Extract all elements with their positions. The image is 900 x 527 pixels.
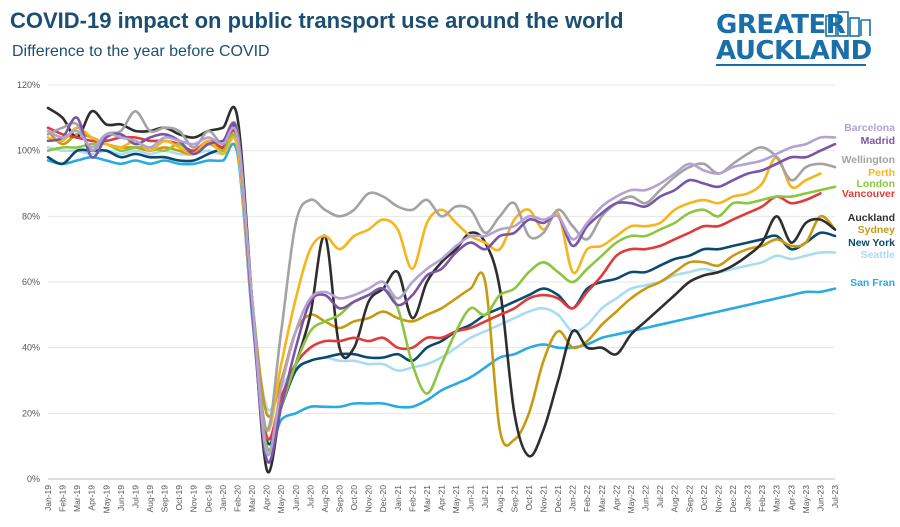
x-tick-label: Sep-22 xyxy=(684,485,694,513)
series-line-london xyxy=(46,132,837,451)
series-line-seattle xyxy=(46,136,837,412)
logo-underline xyxy=(716,64,866,66)
x-tick-label: Nov-22 xyxy=(713,485,723,513)
y-tick-label: 0% xyxy=(27,474,40,484)
x-tick-label: Jul-21 xyxy=(480,485,490,508)
x-tick-label: Feb-20 xyxy=(232,485,242,512)
greater-auckland-logo: GREATER AUCKLAND xyxy=(710,8,880,68)
x-tick-label: Aug-20 xyxy=(320,485,330,513)
x-tick-label: Nov-19 xyxy=(189,485,199,513)
series-line-wellington xyxy=(46,110,837,432)
x-tick-label: Sep-21 xyxy=(509,485,519,513)
x-tick-label: Apr-23 xyxy=(786,485,796,511)
x-tick-label: May-23 xyxy=(801,485,811,514)
legend-label-london: London xyxy=(857,178,895,190)
x-tick-label: Mar-20 xyxy=(247,485,257,512)
x-tick-label: Dec-20 xyxy=(378,485,388,513)
y-tick-label: 60% xyxy=(22,277,40,287)
x-tick-label: Sep-20 xyxy=(334,485,344,513)
series-line-madrid xyxy=(46,116,837,464)
logo-line2: AUCKLAND xyxy=(716,36,872,66)
y-tick-label: 100% xyxy=(17,146,40,156)
x-tick-label: Mar-21 xyxy=(422,485,432,512)
x-tick-label: Jul-20 xyxy=(305,485,315,508)
x-tick-label: Feb-23 xyxy=(757,485,767,512)
x-tick-label: Dec-19 xyxy=(203,485,213,513)
x-tick-label: Jun-23 xyxy=(815,485,825,511)
x-tick-label: Jun-20 xyxy=(291,485,301,511)
x-tick-label: Jul-22 xyxy=(655,485,665,508)
y-tick-label: 20% xyxy=(22,408,40,418)
legend-label-perth: Perth xyxy=(868,167,895,179)
x-tick-label: Mar-22 xyxy=(597,485,607,512)
x-tick-label: Jun-21 xyxy=(466,485,476,511)
city-skyline-icon xyxy=(825,11,871,37)
x-tick-label: Sep-19 xyxy=(160,485,170,513)
legend-label-vancouver: Vancouver xyxy=(842,188,895,200)
x-tick-label: Dec-21 xyxy=(553,485,563,513)
chart-subtitle: Difference to the year before COVID xyxy=(12,43,270,60)
x-tick-label: Apr-21 xyxy=(437,485,447,511)
x-tick-label: Oct-20 xyxy=(349,485,359,511)
legend-label-seattle: Seattle xyxy=(861,249,896,261)
x-tick-label: Apr-19 xyxy=(87,485,97,511)
x-tick-label: Jul-19 xyxy=(130,485,140,508)
y-tick-label: 40% xyxy=(22,343,40,353)
x-tick-label: Nov-21 xyxy=(539,485,549,513)
x-tick-label: Jan-19 xyxy=(43,485,53,511)
x-tick-label: Jun-19 xyxy=(116,485,126,511)
y-tick-label: 120% xyxy=(17,80,40,90)
x-tick-label: Aug-19 xyxy=(145,485,155,513)
x-tick-label: Jan-22 xyxy=(568,485,578,511)
series-line-san-fran xyxy=(46,142,837,452)
x-tick-label: Jul-23 xyxy=(830,485,840,508)
legend-label-new-york: New York xyxy=(848,237,895,249)
legend-label-barcelona: Barcelona xyxy=(844,122,895,134)
x-tick-label: Nov-20 xyxy=(364,485,374,513)
x-tick-label: Oct-19 xyxy=(174,485,184,511)
series-line-new-york xyxy=(46,124,837,446)
x-tick-label: Apr-20 xyxy=(262,485,272,511)
logo-line1: GREATER xyxy=(716,10,846,40)
x-tick-label: Jun-22 xyxy=(641,485,651,511)
legend-label-madrid: Madrid xyxy=(861,135,895,147)
series-line-sydney xyxy=(46,129,837,447)
x-tick-label: May-21 xyxy=(451,485,461,514)
chart-title: COVID-19 impact on public transport use … xyxy=(10,8,624,33)
legend-label-sydney: Sydney xyxy=(858,224,896,236)
x-tick-label: Oct-21 xyxy=(524,485,534,511)
x-tick-label: Feb-22 xyxy=(582,485,592,512)
legend-label-wellington: Wellington xyxy=(842,154,895,166)
x-tick-label: May-22 xyxy=(626,485,636,514)
x-tick-label: Feb-21 xyxy=(407,485,417,512)
x-tick-label: Mar-19 xyxy=(72,485,82,512)
x-tick-label: Apr-22 xyxy=(611,485,621,511)
x-tick-label: Feb-19 xyxy=(58,485,68,512)
x-tick-label: Aug-21 xyxy=(495,485,505,513)
x-tick-label: Aug-22 xyxy=(670,485,680,513)
x-tick-label: May-20 xyxy=(276,485,286,514)
series-line-vancouver xyxy=(46,126,822,441)
legend-label-san-fran: San Fran xyxy=(850,277,895,289)
x-tick-label: Jan-23 xyxy=(743,485,753,511)
x-tick-label: Mar-23 xyxy=(772,485,782,512)
y-tick-label: 80% xyxy=(22,211,40,221)
x-tick-label: Dec-22 xyxy=(728,485,738,513)
series-line-perth xyxy=(46,126,822,433)
x-tick-label: Jan-21 xyxy=(393,485,403,511)
legend-label-auckland: Auckland xyxy=(848,212,895,224)
x-tick-label: Jan-20 xyxy=(218,485,228,511)
x-tick-label: May-19 xyxy=(101,485,111,514)
x-tick-label: Oct-22 xyxy=(699,485,709,511)
series-line-barcelona xyxy=(46,126,837,457)
